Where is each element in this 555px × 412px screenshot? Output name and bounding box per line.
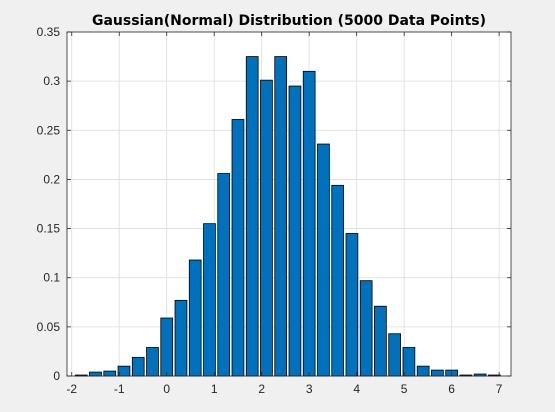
x-tick-label: 5 bbox=[401, 382, 408, 396]
bar bbox=[416, 365, 430, 377]
bar bbox=[188, 259, 202, 377]
x-tick-label: 1 bbox=[211, 382, 218, 396]
y-tick-label: 0.05 bbox=[37, 320, 61, 334]
y-tick-label: 0.15 bbox=[37, 222, 61, 236]
bar bbox=[374, 305, 387, 377]
bar bbox=[160, 317, 174, 377]
bar bbox=[402, 347, 416, 377]
x-tick-label: 7 bbox=[496, 382, 503, 396]
chart-title: Gaussian(Normal) Distribution (5000 Data… bbox=[92, 13, 486, 29]
x-tick-label: 3 bbox=[306, 382, 313, 396]
bar bbox=[317, 143, 330, 377]
bar bbox=[174, 299, 188, 377]
y-tick-label: 0.2 bbox=[43, 172, 60, 186]
x-tick-labels: -2 -1 0 1 2 3 4 5 6 7 bbox=[66, 382, 502, 396]
bars bbox=[74, 56, 501, 377]
bar bbox=[117, 365, 131, 377]
bar bbox=[89, 371, 102, 377]
bar bbox=[245, 56, 259, 377]
bar bbox=[260, 79, 273, 377]
y-tick-label: 0.35 bbox=[37, 25, 61, 39]
bar bbox=[331, 184, 345, 377]
y-tick-labels: 0 0.05 0.1 0.15 0.2 0.25 0.3 0.35 bbox=[37, 25, 61, 383]
bar bbox=[131, 356, 145, 377]
bar bbox=[302, 70, 316, 377]
x-tick-label: 2 bbox=[258, 382, 265, 396]
axis-ticks bbox=[67, 31, 511, 377]
bar bbox=[217, 173, 231, 377]
bar bbox=[103, 370, 117, 377]
x-tick-label: -2 bbox=[66, 382, 77, 396]
bar bbox=[345, 233, 359, 377]
bar bbox=[288, 85, 302, 377]
y-tick-label: 0 bbox=[53, 369, 60, 383]
bar bbox=[146, 347, 159, 377]
x-tick-label: 0 bbox=[163, 382, 170, 396]
bar bbox=[274, 56, 288, 377]
bar bbox=[359, 280, 373, 377]
bar bbox=[203, 223, 216, 377]
x-tick-label: 4 bbox=[353, 382, 360, 396]
x-tick-label: -1 bbox=[114, 382, 125, 396]
bar bbox=[431, 369, 444, 377]
y-tick-label: 0.3 bbox=[43, 74, 60, 88]
y-tick-label: 0.25 bbox=[37, 123, 61, 137]
x-tick-label: 6 bbox=[448, 382, 455, 396]
bar bbox=[231, 119, 245, 377]
y-tick-label: 0.1 bbox=[43, 271, 60, 285]
axes-box bbox=[66, 31, 512, 377]
bar bbox=[388, 333, 401, 377]
